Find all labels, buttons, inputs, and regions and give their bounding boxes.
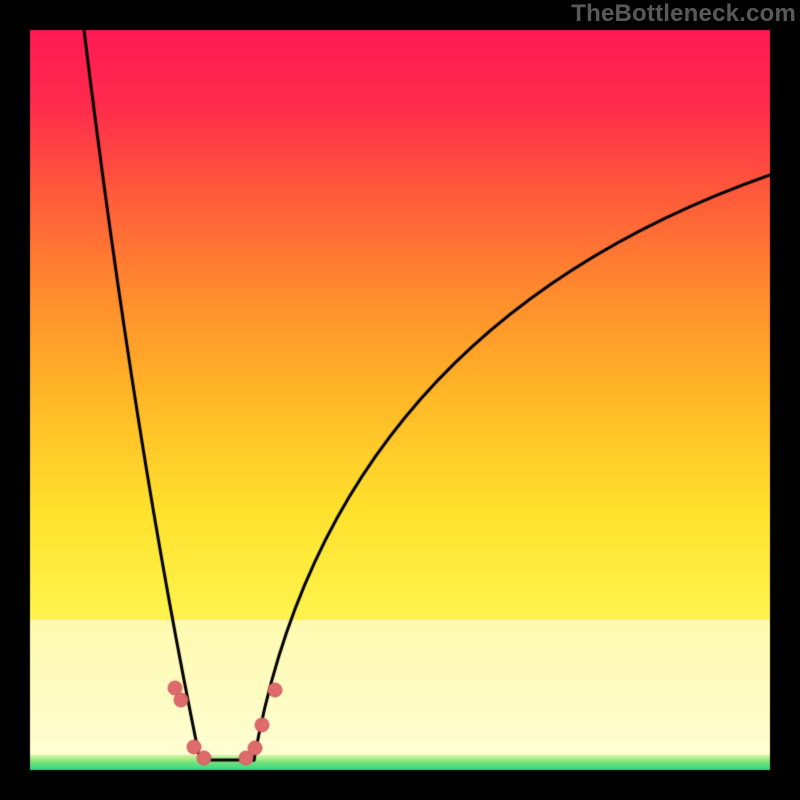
watermark-text: TheBottleneck.com [571, 0, 796, 28]
chart-canvas [0, 0, 800, 800]
chart-stage: TheBottleneck.com [0, 0, 800, 800]
